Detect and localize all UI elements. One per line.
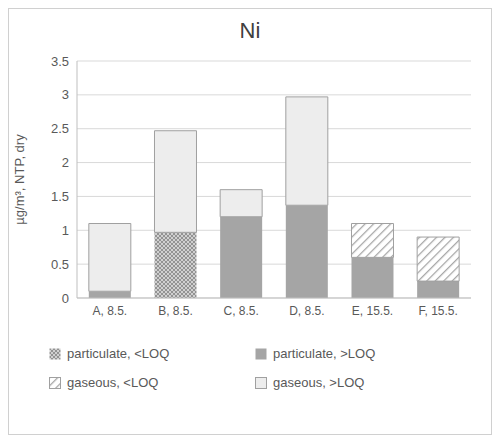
svg-text:1.5: 1.5 — [51, 189, 69, 204]
svg-text:0: 0 — [62, 291, 69, 306]
svg-text:D, 8.5.: D, 8.5. — [289, 304, 324, 318]
svg-text:3.5: 3.5 — [51, 54, 69, 69]
html-text:gaseous, <LOQ: gaseous, <LOQ — [67, 375, 159, 390]
html-text:gaseous, >LOQ: gaseous, >LOQ — [273, 375, 365, 390]
svg-text:E, 15.5.: E, 15.5. — [352, 304, 393, 318]
svg-text:B, 8.5.: B, 8.5. — [158, 304, 193, 318]
html-text:Ni: Ni — [239, 18, 261, 43]
svg-text:F, 15.5.: F, 15.5. — [418, 304, 457, 318]
html-text:particulate, >LOQ: particulate, >LOQ — [273, 346, 376, 361]
svg-text:2.5: 2.5 — [51, 121, 69, 136]
svg-text:C, 8.5.: C, 8.5. — [223, 304, 258, 318]
svg-text:1: 1 — [62, 223, 69, 238]
svg-text:3: 3 — [62, 87, 69, 102]
svg-text:A, 8.5.: A, 8.5. — [92, 304, 127, 318]
svg-text:0.5: 0.5 — [51, 257, 69, 272]
svg-text:2: 2 — [62, 155, 69, 170]
html-text:particulate, <LOQ: particulate, <LOQ — [67, 346, 170, 361]
svg-text:µg/m³, NTP, dry: µg/m³, NTP, dry — [12, 134, 27, 225]
